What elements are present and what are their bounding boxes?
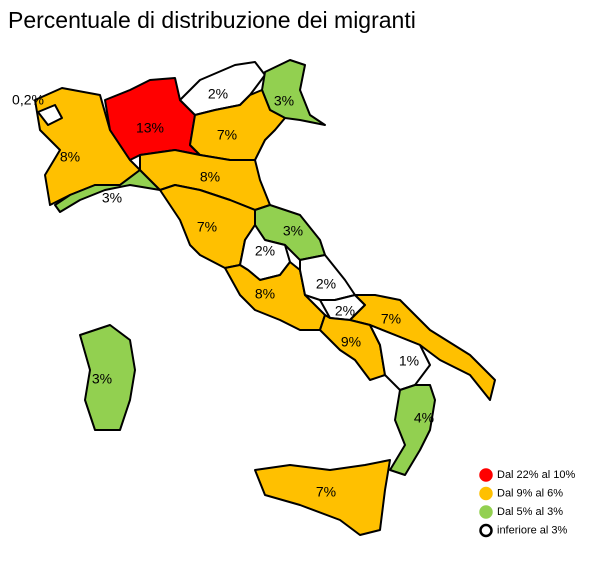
region-label: 8% [60,149,80,165]
region-label: 2% [255,243,275,259]
region-label: 13% [136,120,164,136]
region-label: 2% [208,86,228,102]
region-labels: 8% 0,2% 13% 2% 3% 7% 3% 8% 7% 3% 2% 8% 2% 2% 7% 9% 1% 4% 7… [12,86,434,500]
region-label: 3% [102,190,122,206]
legend-swatch [479,486,493,501]
region-label: 1% [399,353,419,369]
region-label: 2% [335,303,355,319]
region-label: 3% [274,93,294,109]
region-label: 3% [283,223,303,239]
legend: Dal 22% al 10% Dal 9% al 6% Dal 5% al 3% in… [479,468,575,538]
region-label: 3% [92,371,112,387]
legend-label: Dal 5% al 3% [497,506,563,518]
legend-swatch [479,523,493,538]
region [254,459,391,536]
region-label: 7% [316,484,336,500]
region [79,324,136,431]
region-label: 8% [255,286,275,302]
legend-swatch [479,505,493,519]
region [389,384,436,476]
region-label: 9% [341,334,361,350]
region-label: 7% [197,219,217,235]
region-label: 8% [200,169,220,185]
legend-label: inferiore al 3% [497,524,568,536]
legend-label: Dal 9% al 6% [497,487,563,499]
region-label: 0,2% [12,92,44,108]
legend-swatch [479,468,493,482]
region-label: 7% [217,127,237,143]
region-label: 4% [414,410,434,426]
region-label: 2% [316,276,336,292]
regions [34,59,496,536]
map-title: Percentuale di distribuzione dei migrant… [8,7,416,33]
region-label: 7% [381,311,401,327]
region [37,104,63,126]
legend-label: Dal 22% al 10% [497,469,575,481]
